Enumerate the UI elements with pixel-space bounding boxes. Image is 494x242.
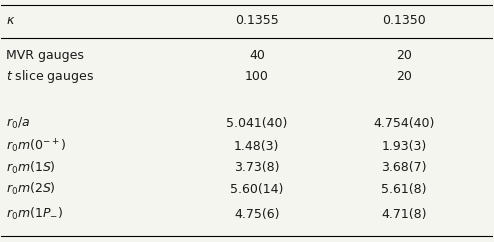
Text: $\kappa$: $\kappa$ — [6, 14, 16, 27]
Text: 100: 100 — [245, 70, 269, 83]
Text: 1.93(3): 1.93(3) — [381, 140, 427, 153]
Text: 5.60(14): 5.60(14) — [230, 183, 284, 196]
Text: 5.61(8): 5.61(8) — [381, 183, 427, 196]
Text: $r_0/a$: $r_0/a$ — [6, 116, 31, 131]
Text: $t$ slice gauges: $t$ slice gauges — [6, 68, 94, 85]
Text: 3.68(7): 3.68(7) — [381, 161, 427, 174]
Text: MVR gauges: MVR gauges — [6, 49, 84, 62]
Text: 5.041(40): 5.041(40) — [226, 117, 288, 130]
Text: 20: 20 — [396, 70, 412, 83]
Text: 40: 40 — [249, 49, 265, 62]
Text: 0.1350: 0.1350 — [382, 14, 426, 27]
Text: $r_0m(0^{-+})$: $r_0m(0^{-+})$ — [6, 137, 67, 155]
Text: 4.71(8): 4.71(8) — [381, 208, 427, 221]
Text: 1.48(3): 1.48(3) — [234, 140, 280, 153]
Text: 3.73(8): 3.73(8) — [234, 161, 280, 174]
Text: 0.1355: 0.1355 — [235, 14, 279, 27]
Text: 4.75(6): 4.75(6) — [234, 208, 280, 221]
Text: $r_0m(1S)$: $r_0m(1S)$ — [6, 159, 56, 176]
Text: $r_0m(2S)$: $r_0m(2S)$ — [6, 181, 56, 197]
Text: $r_0m(1P_{-})$: $r_0m(1P_{-})$ — [6, 206, 63, 222]
Text: 4.754(40): 4.754(40) — [373, 117, 435, 130]
Text: 20: 20 — [396, 49, 412, 62]
